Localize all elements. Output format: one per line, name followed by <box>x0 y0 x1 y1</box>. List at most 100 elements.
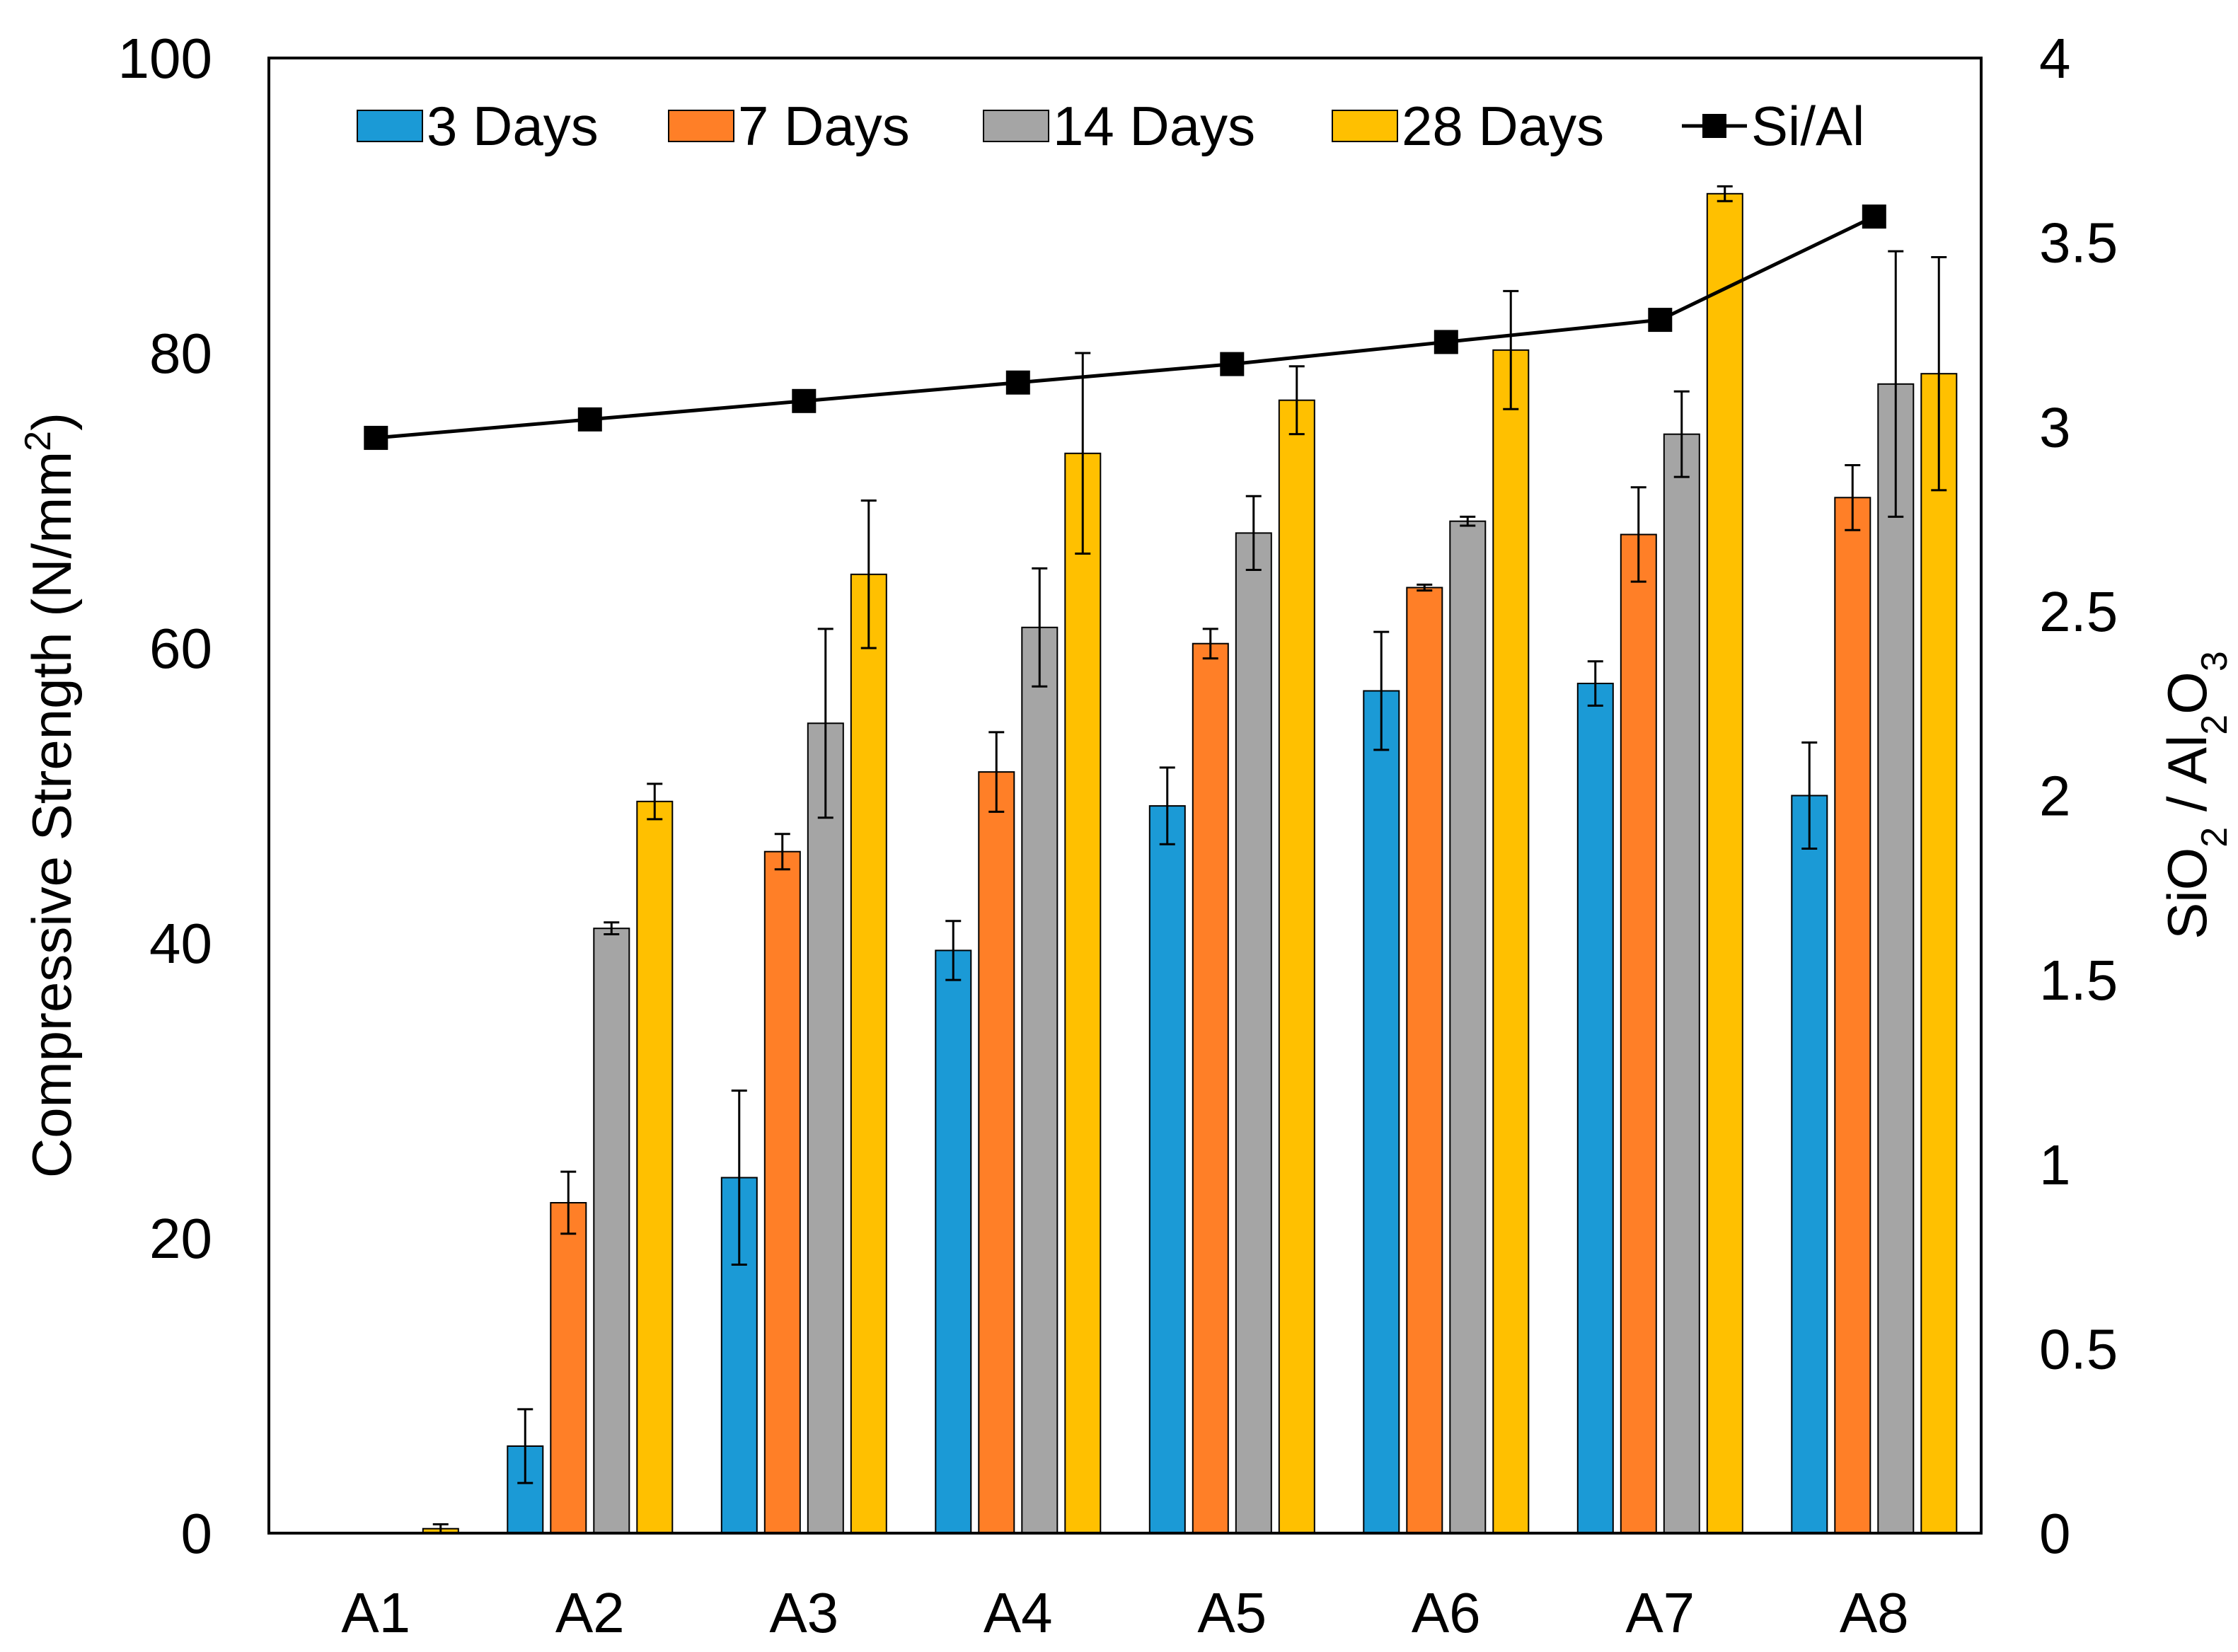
y-axis-title: Compressive Strength (N/mm2) <box>18 412 83 1178</box>
y2-tick-label: 2 <box>2039 765 2071 828</box>
line-si-al <box>376 214 1875 440</box>
error-bar-7-days-a5 <box>1202 628 1218 660</box>
x-tick-label: A6 <box>1412 1581 1481 1644</box>
legend-swatch-14-days <box>983 110 1049 142</box>
y-tick-label: 20 <box>149 1207 212 1270</box>
error-bar-3-days-a2 <box>517 1408 533 1484</box>
y2-tick-label: 1 <box>2039 1133 2071 1196</box>
error-bar-7-days-a8 <box>1845 463 1861 531</box>
legend-swatch-28-days <box>1332 110 1398 142</box>
bar-14-days-a8 <box>1877 383 1915 1534</box>
y2-tick-label: 0.5 <box>2039 1317 2118 1380</box>
bar-7-days-a4 <box>978 771 1015 1534</box>
y2-tick-label: 3 <box>2039 395 2071 458</box>
error-bar-7-days-a4 <box>988 731 1005 813</box>
bars-layer <box>422 185 1958 1535</box>
legend-swatch-si-al <box>1682 114 1747 138</box>
y-tick-label: 80 <box>149 322 212 385</box>
axes-layer: 0 20 40 60 80 100 0 0.5 1 1.5 2 2.5 3 3.5 4 A1 A2 A3 A4 A5 A… <box>118 27 2118 1644</box>
bar-28-days-a7 <box>1706 192 1743 1534</box>
y-tick-label: 60 <box>149 617 212 680</box>
error-bar-14-days-a8 <box>1888 250 1904 518</box>
bar-7-days-a6 <box>1406 587 1443 1534</box>
x-tick-label: A7 <box>1625 1581 1695 1644</box>
y-tick-label: 100 <box>118 27 212 90</box>
error-bar-28-days-a7 <box>1717 185 1733 202</box>
marker-si-al-a8 <box>1862 204 1886 229</box>
bar-3-days-a8 <box>1791 795 1828 1534</box>
y-axis-title-main: Compressive Strength (N/mm <box>21 451 83 1178</box>
error-bar-3-days-a4 <box>945 920 962 981</box>
x-tick-label: A5 <box>1197 1581 1267 1644</box>
bar-14-days-a7 <box>1663 433 1700 1535</box>
bar-7-days-a7 <box>1620 533 1657 1534</box>
error-bar-28-days-a5 <box>1288 365 1305 436</box>
error-bar-3-days-a6 <box>1373 630 1390 751</box>
x-tick-label: A3 <box>769 1581 838 1644</box>
marker-si-al-a7 <box>1648 308 1673 333</box>
error-bar-28-days-a8 <box>1931 255 1947 492</box>
marker-si-al-a6 <box>1434 330 1458 354</box>
x-tick-label: A4 <box>984 1581 1053 1644</box>
legend: 3 Days 7 Days 14 Days 28 Days Si/Al <box>357 95 1864 157</box>
y2-title-text: O <box>2156 671 2218 715</box>
bar-3-days-a4 <box>935 949 972 1534</box>
x-tick-label: A8 <box>1840 1581 1909 1644</box>
legend-swatch-7-days <box>668 110 734 142</box>
error-bar-28-days-a6 <box>1503 289 1519 410</box>
legend-label-28-days: 28 Days <box>1402 95 1604 157</box>
y-tick-label: 0 <box>181 1502 213 1565</box>
x-tick-label: A1 <box>341 1581 410 1644</box>
bar-7-days-a2 <box>550 1202 587 1534</box>
y2-title-text: / Al <box>2156 735 2218 827</box>
line-layer <box>364 204 1886 450</box>
error-bar-14-days-a4 <box>1032 567 1048 688</box>
y2-axis-title: SiO2 / Al2O3 <box>2156 651 2235 940</box>
y-axis-title-sup: 2 <box>18 431 59 451</box>
y-tick-label: 40 <box>149 912 212 975</box>
error-bar-3-days-a5 <box>1159 766 1175 845</box>
bar-14-days-a5 <box>1235 532 1272 1534</box>
bar-14-days-a3 <box>807 722 844 1534</box>
marker-si-al-a4 <box>1005 370 1030 395</box>
marker-si-al-a1 <box>364 425 388 450</box>
y2-tick-label: 3.5 <box>2039 212 2118 275</box>
error-bar-7-days-a3 <box>774 833 790 871</box>
error-bar-7-days-a6 <box>1417 583 1433 592</box>
y-axis-title-close: ) <box>21 412 83 431</box>
bar-28-days-a5 <box>1278 399 1315 1535</box>
error-bar-28-days-a3 <box>860 499 877 649</box>
y2-tick-label: 2.5 <box>2039 580 2118 643</box>
bar-28-days-a8 <box>1920 373 1958 1535</box>
bar-7-days-a8 <box>1834 497 1871 1534</box>
bar-14-days-a4 <box>1021 626 1059 1534</box>
y2-tick-label: 0 <box>2039 1502 2071 1565</box>
y2-title-text: SiO <box>2156 848 2218 940</box>
legend-label-14-days: 14 Days <box>1053 95 1255 157</box>
bar-3-days-a6 <box>1363 690 1400 1534</box>
bar-28-days-a6 <box>1492 349 1530 1534</box>
error-bar-3-days-a7 <box>1587 660 1603 707</box>
error-bar-14-days-a3 <box>817 628 834 819</box>
error-bar-3-days-a3 <box>731 1090 747 1266</box>
bar-28-days-a4 <box>1064 452 1102 1534</box>
bar-7-days-a3 <box>763 850 801 1534</box>
error-bar-14-days-a2 <box>604 921 620 935</box>
legend-swatch-3-days <box>357 110 423 142</box>
y2-title-subscript: 2 <box>2194 827 2235 848</box>
marker-si-al-a2 <box>577 407 602 432</box>
error-bar-3-days-a8 <box>1801 741 1818 850</box>
y2-title-subscript: 2 <box>2194 715 2235 735</box>
error-bar-7-days-a2 <box>560 1170 577 1235</box>
legend-label-7-days: 7 Days <box>738 95 910 157</box>
error-bar-14-days-a6 <box>1460 515 1476 527</box>
marker-si-al-a3 <box>792 388 817 413</box>
y2-title-subscript: 3 <box>2194 651 2235 671</box>
legend-label-si-al: Si/Al <box>1751 95 1864 157</box>
bar-14-days-a2 <box>593 928 630 1534</box>
error-bar-14-days-a5 <box>1245 495 1262 571</box>
y2-tick-label: 4 <box>2039 27 2071 90</box>
bar-28-days-a2 <box>636 800 674 1534</box>
